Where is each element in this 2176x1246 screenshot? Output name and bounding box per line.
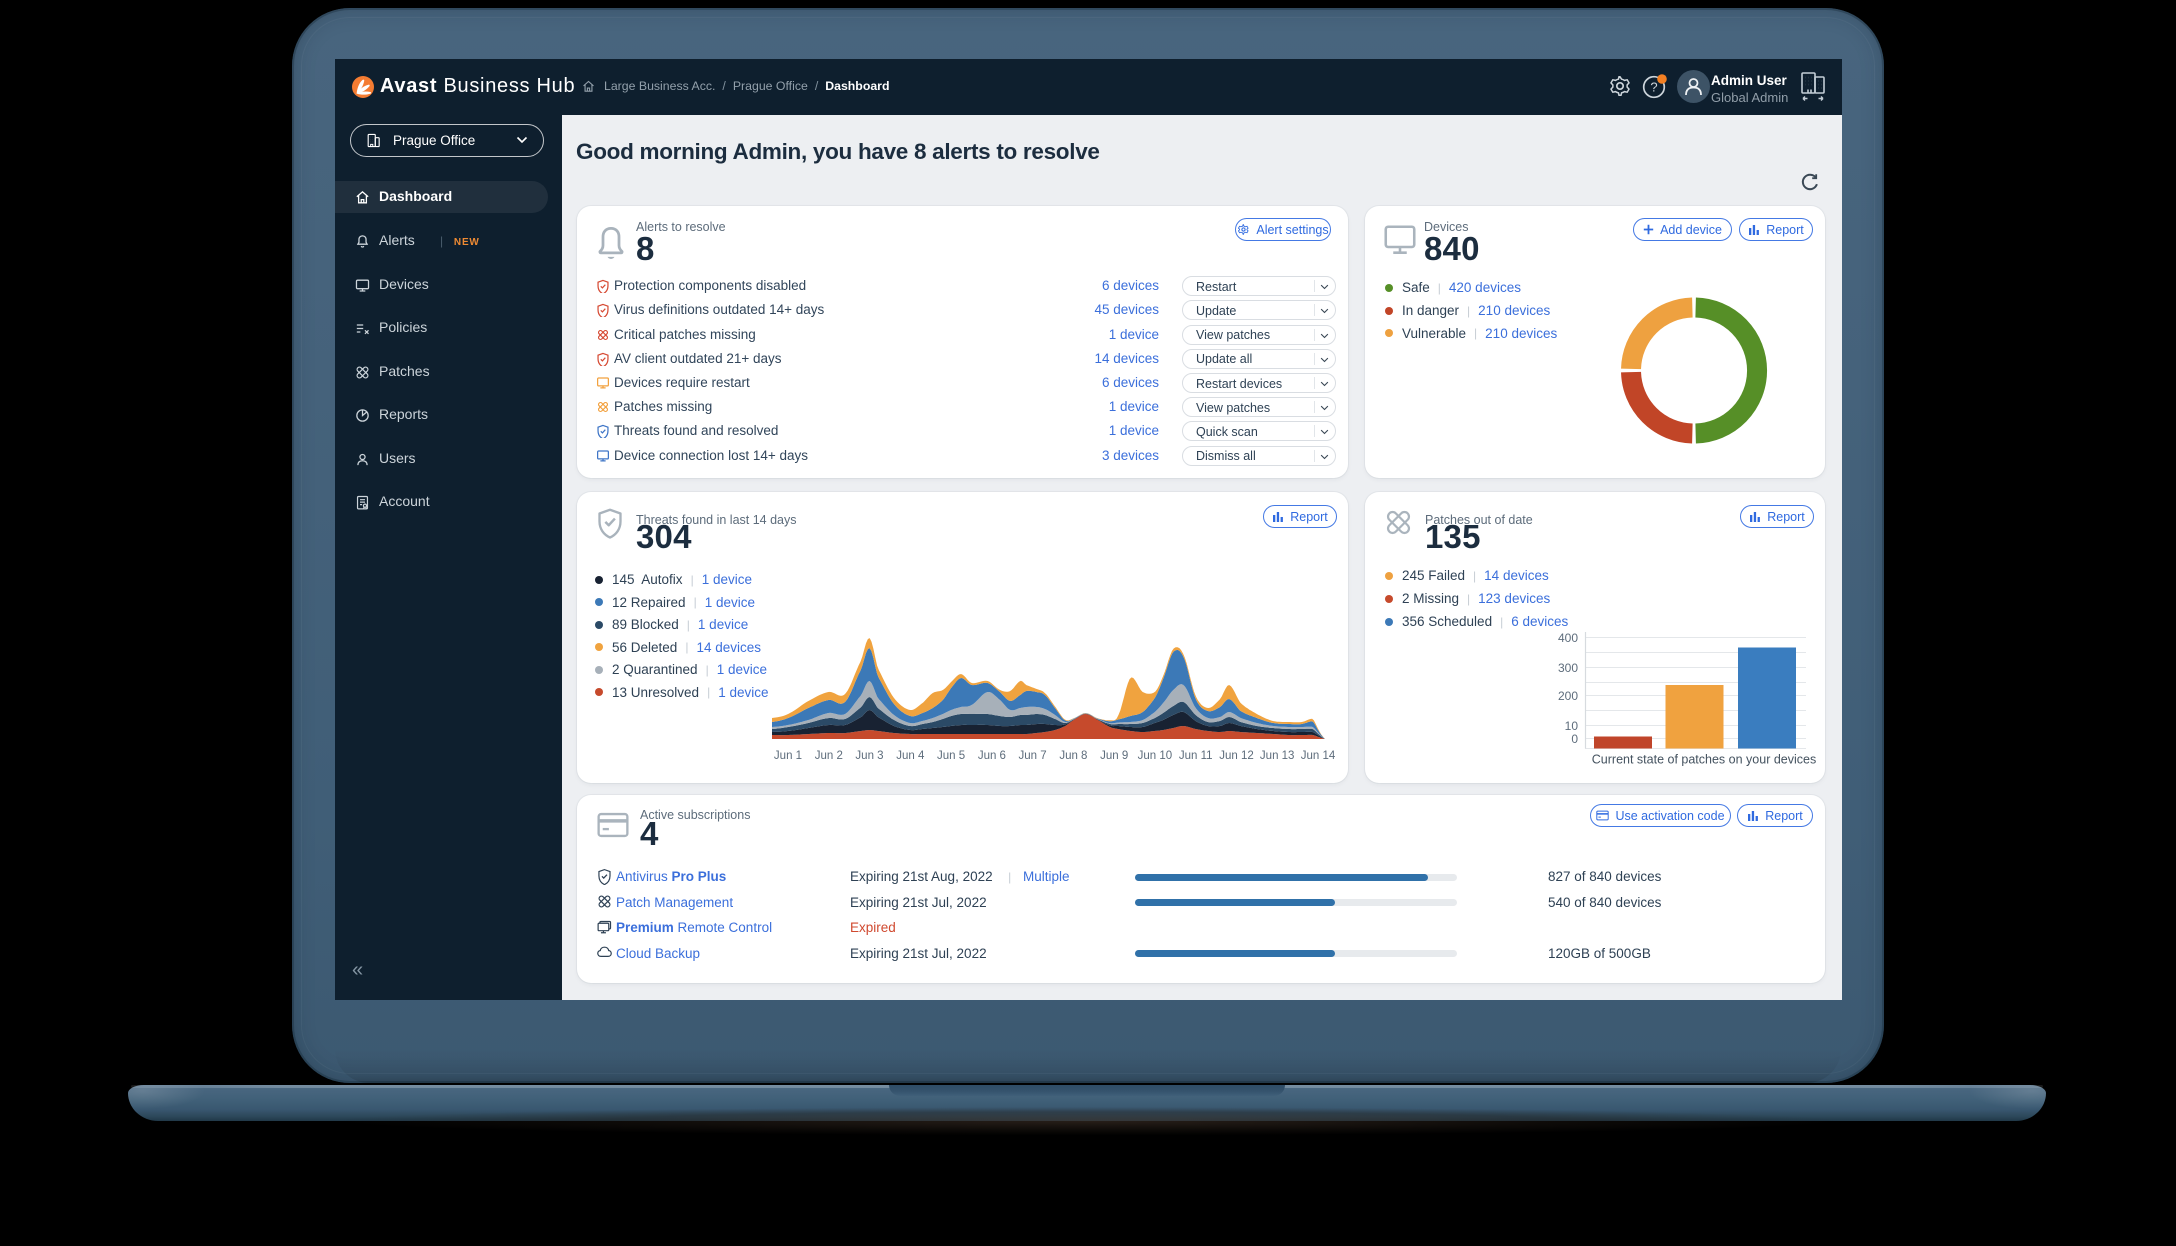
- svg-text:?: ?: [1650, 80, 1657, 95]
- svg-text:10: 10: [1565, 719, 1579, 733]
- svg-text:300: 300: [1558, 661, 1578, 675]
- svg-text:400: 400: [1558, 631, 1578, 645]
- svg-text:Current state of patches on yo: Current state of patches on your devices: [1592, 753, 1816, 767]
- svg-text:200: 200: [1558, 689, 1578, 703]
- svg-text:0: 0: [1571, 732, 1578, 746]
